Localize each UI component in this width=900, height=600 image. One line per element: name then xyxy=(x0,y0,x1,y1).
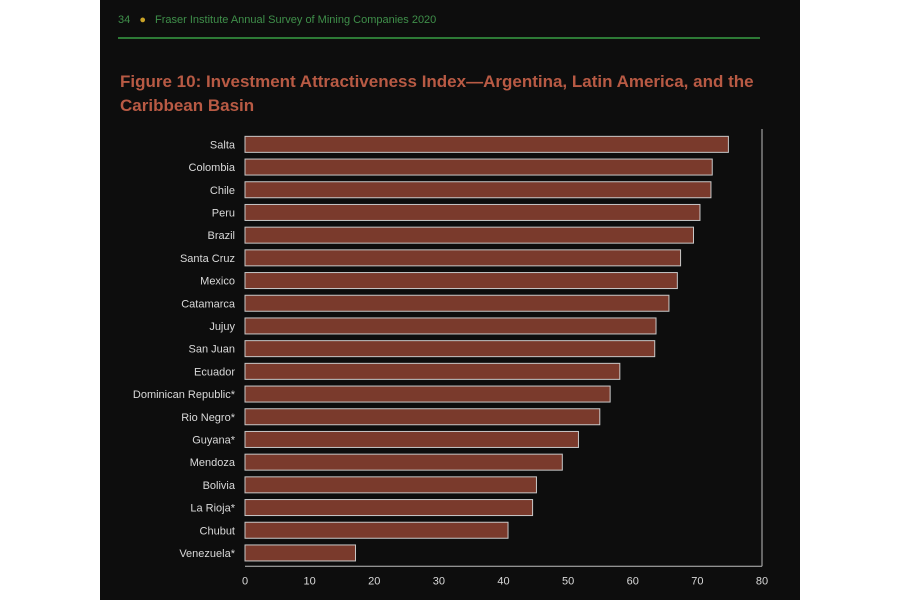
header-divider xyxy=(118,37,760,39)
bar xyxy=(244,294,670,312)
bar-chart: Salta Colombia Chile Peru Brazil Santa Cruz Me… xyxy=(133,129,768,587)
category-labels: Salta Colombia Chile Peru Brazil Santa Cruz Me… xyxy=(133,139,236,560)
bar xyxy=(244,226,694,244)
bar xyxy=(244,521,509,539)
category-label: Ecuador xyxy=(194,366,235,378)
x-tick-label: 20 xyxy=(368,575,380,587)
category-label: Colombia xyxy=(189,162,236,174)
bar xyxy=(244,340,656,358)
category-label: Dominican Republic* xyxy=(133,389,236,401)
category-label: Chubut xyxy=(200,525,235,537)
bar xyxy=(244,317,657,335)
category-label: Venezuela* xyxy=(179,548,235,560)
bar xyxy=(244,135,729,153)
category-label: Catamarca xyxy=(181,298,236,310)
page-number: 34 xyxy=(118,14,131,26)
category-label: San Juan xyxy=(189,344,235,356)
running-header: 34 ● Fraser Institute Annual Survey of M… xyxy=(118,14,436,26)
bar xyxy=(244,249,682,267)
bar xyxy=(244,476,537,494)
category-label: Santa Cruz xyxy=(180,253,235,265)
bar xyxy=(244,203,701,221)
x-tick-label: 10 xyxy=(304,575,316,587)
bar xyxy=(244,181,712,199)
category-label: Bolivia xyxy=(203,480,236,492)
bar xyxy=(244,408,601,426)
x-tick-label: 30 xyxy=(433,575,445,587)
chart-bars xyxy=(244,135,729,562)
x-tick-label: 80 xyxy=(756,575,768,587)
running-title: Fraser Institute Annual Survey of Mining… xyxy=(155,14,437,26)
category-label: Chile xyxy=(210,185,235,197)
figure-title: Figure 10: Investment Attractiveness Ind… xyxy=(120,72,754,115)
category-label: Jujuy xyxy=(209,321,235,333)
bar xyxy=(244,453,563,471)
bar xyxy=(244,272,678,290)
bar xyxy=(244,362,621,380)
bar xyxy=(244,430,579,448)
x-tick-label: 70 xyxy=(691,575,703,587)
x-tick-label: 40 xyxy=(497,575,509,587)
bar xyxy=(244,158,713,176)
x-tick-label: 60 xyxy=(627,575,639,587)
category-label: Mexico xyxy=(200,276,235,288)
category-label: La Rioja* xyxy=(190,503,235,515)
x-tick-label: 0 xyxy=(242,575,248,587)
bar xyxy=(244,544,357,562)
bar xyxy=(244,385,611,403)
chart-grid xyxy=(245,129,763,567)
report-page: 34 ● Fraser Institute Annual Survey of M… xyxy=(100,0,800,600)
x-axis-ticks: 0 10 20 30 40 50 60 70 80 xyxy=(242,575,768,587)
x-tick-label: 50 xyxy=(562,575,574,587)
category-label: Rio Negro* xyxy=(181,412,236,424)
category-label: Salta xyxy=(210,139,236,151)
bar xyxy=(244,499,534,517)
category-label: Brazil xyxy=(207,230,235,242)
category-label: Mendoza xyxy=(190,457,236,469)
category-label: Guyana* xyxy=(192,434,236,446)
category-label: Peru xyxy=(212,207,235,219)
bullet-icon: ● xyxy=(139,14,146,26)
